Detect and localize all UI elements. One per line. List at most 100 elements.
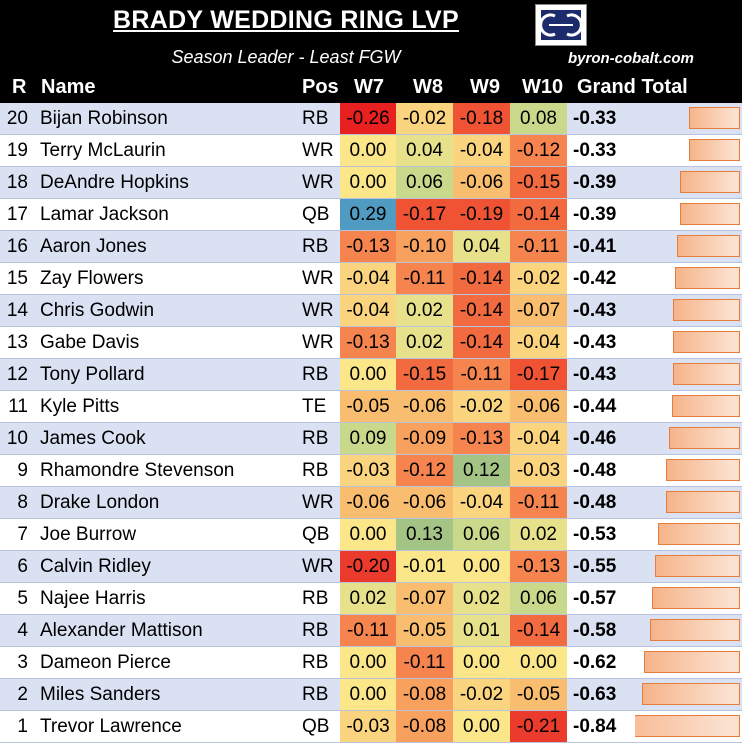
w9-value: -0.06: [453, 166, 510, 199]
table-row: 17 Lamar Jackson QB 0.29 -0.17 -0.19 -0.14 -0.3…: [0, 198, 742, 231]
grand-total-value: -0.63: [567, 678, 635, 711]
position-cell: QB: [296, 710, 340, 743]
w7-value: -0.11: [340, 614, 396, 647]
total-bar: [666, 459, 740, 481]
w9-value: -0.02: [453, 678, 510, 711]
position-cell: WR: [296, 294, 340, 327]
total-bar-cell: [635, 518, 742, 551]
page-subtitle: Season Leader - Least FGW: [171, 47, 401, 67]
w10-value: -0.14: [510, 614, 567, 647]
position-cell: RB: [296, 646, 340, 679]
table-row: 5 Najee Harris RB 0.02 -0.07 0.02 0.06 -0.57: [0, 582, 742, 615]
position-cell: TE: [296, 390, 340, 423]
w9-value: -0.04: [453, 134, 510, 167]
rank-cell: 2: [0, 678, 34, 711]
rank-cell: 10: [0, 422, 34, 455]
position-cell: WR: [296, 134, 340, 167]
w10-value: -0.11: [510, 486, 567, 519]
w8-value: 0.06: [396, 166, 453, 199]
total-bar-cell: [635, 422, 742, 455]
w9-value: 0.06: [453, 518, 510, 551]
rank-cell: 7: [0, 518, 34, 551]
position-cell: RB: [296, 582, 340, 615]
page-title: BRADY WEDDING RING LVP: [113, 6, 459, 34]
total-bar-cell: [635, 390, 742, 423]
total-bar-cell: [635, 230, 742, 263]
w8-value: -0.15: [396, 358, 453, 391]
w9-value: -0.04: [453, 486, 510, 519]
total-bar-cell: [635, 198, 742, 231]
w9-value: 0.01: [453, 614, 510, 647]
position-cell: WR: [296, 326, 340, 359]
rank-cell: 3: [0, 646, 34, 679]
table-row: 2 Miles Sanders RB 0.00 -0.08 -0.02 -0.05 -0.63: [0, 678, 742, 711]
player-name: Tony Pollard: [34, 358, 296, 391]
total-bar: [689, 107, 740, 129]
w7-value: 0.00: [340, 646, 396, 679]
w9-value: -0.13: [453, 422, 510, 455]
position-cell: QB: [296, 518, 340, 551]
w7-value: 0.00: [340, 518, 396, 551]
w8-value: -0.12: [396, 454, 453, 487]
table-row: 10 James Cook RB 0.09 -0.09 -0.13 -0.04 -0.46: [0, 422, 742, 455]
w8-value: -0.08: [396, 710, 453, 743]
w9-value: -0.19: [453, 198, 510, 231]
w8-value: -0.09: [396, 422, 453, 455]
w9-value: 0.00: [453, 646, 510, 679]
kc-logo-icon: [535, 4, 587, 46]
player-name: Joe Burrow: [34, 518, 296, 551]
rank-cell: 9: [0, 454, 34, 487]
w8-value: -0.06: [396, 390, 453, 423]
w10-value: -0.04: [510, 422, 567, 455]
w9-value: 0.02: [453, 582, 510, 615]
w10-value: -0.04: [510, 326, 567, 359]
table-row: 9 Rhamondre Stevenson RB -0.03 -0.12 0.12 -0.0…: [0, 454, 742, 487]
w9-value: -0.11: [453, 358, 510, 391]
w7-value: 0.00: [340, 358, 396, 391]
player-name: Terry McLaurin: [34, 134, 296, 167]
w7-value: 0.00: [340, 134, 396, 167]
position-cell: WR: [296, 550, 340, 583]
col-header-rank: R: [12, 76, 27, 98]
w7-value: -0.04: [340, 294, 396, 327]
total-bar-cell: [635, 486, 742, 519]
total-bar: [689, 139, 740, 161]
grand-total-value: -0.43: [567, 358, 635, 391]
site-link[interactable]: byron-cobalt.com: [568, 50, 694, 67]
w9-value: 0.00: [453, 710, 510, 743]
total-bar-cell: [635, 358, 742, 391]
total-bar: [673, 363, 740, 385]
total-bar-cell: [635, 262, 742, 295]
w9-value: -0.18: [453, 103, 510, 135]
w10-value: -0.14: [510, 198, 567, 231]
w7-value: -0.13: [340, 230, 396, 263]
w9-value: 0.04: [453, 230, 510, 263]
player-name: DeAndre Hopkins: [34, 166, 296, 199]
w10-value: -0.21: [510, 710, 567, 743]
w8-value: -0.10: [396, 230, 453, 263]
position-cell: WR: [296, 166, 340, 199]
total-bar: [658, 523, 740, 545]
player-name: Trevor Lawrence: [34, 710, 296, 743]
w10-value: -0.05: [510, 678, 567, 711]
position-cell: RB: [296, 230, 340, 263]
grand-total-value: -0.57: [567, 582, 635, 615]
w10-value: -0.02: [510, 262, 567, 295]
total-bar-cell: [635, 550, 742, 583]
total-bar: [680, 203, 740, 225]
total-bar: [673, 331, 740, 353]
player-name: Rhamondre Stevenson: [34, 454, 296, 487]
grand-total-value: -0.46: [567, 422, 635, 455]
w9-value: -0.02: [453, 390, 510, 423]
w9-value: -0.14: [453, 294, 510, 327]
total-bar-cell: [635, 103, 742, 135]
player-name: Aaron Jones: [34, 230, 296, 263]
w7-value: -0.03: [340, 454, 396, 487]
player-name: Calvin Ridley: [34, 550, 296, 583]
table-row: 20 Bijan Robinson RB -0.26 -0.02 -0.18 0.08 -0.…: [0, 103, 742, 135]
grand-total-value: -0.48: [567, 454, 635, 487]
rank-cell: 15: [0, 262, 34, 295]
rank-cell: 16: [0, 230, 34, 263]
position-cell: RB: [296, 358, 340, 391]
position-cell: WR: [296, 486, 340, 519]
